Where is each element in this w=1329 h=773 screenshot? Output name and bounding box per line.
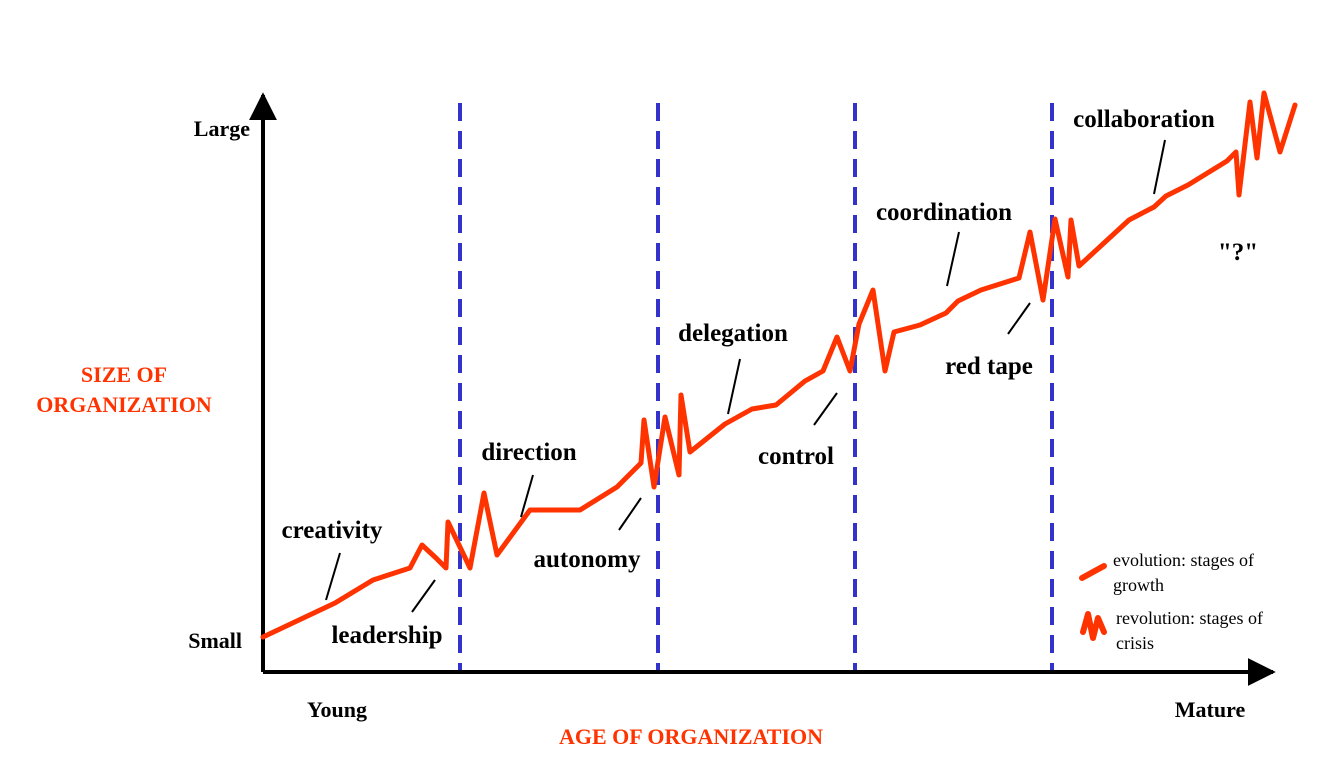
legend-evolution-line1: evolution: stages of bbox=[1113, 550, 1254, 570]
legend-revolution-swatch bbox=[1080, 611, 1107, 641]
leader-leadership bbox=[411, 579, 436, 613]
stage-autonomy: autonomy bbox=[534, 546, 641, 573]
stage-red-tape: red tape bbox=[945, 353, 1033, 380]
stage-direction: direction bbox=[481, 439, 576, 466]
legend-revolution-line2: crisis bbox=[1116, 633, 1154, 653]
leader-autonomy bbox=[618, 497, 642, 531]
legend: evolution: stages of growth revolution: … bbox=[1079, 550, 1263, 653]
leader-delegation bbox=[727, 358, 741, 415]
leader-control bbox=[813, 392, 838, 426]
legend-evolution-swatch bbox=[1079, 563, 1107, 581]
stage-leadership: leadership bbox=[331, 622, 442, 649]
growth-curve bbox=[260, 90, 1298, 640]
stage-delegation: delegation bbox=[678, 320, 788, 347]
stage-collaboration: collaboration bbox=[1073, 106, 1215, 133]
leader-direction bbox=[520, 474, 534, 518]
phase-dividers bbox=[458, 103, 1054, 672]
stage-unknown: "?" bbox=[1218, 239, 1258, 266]
leader-collaboration bbox=[1153, 139, 1166, 195]
y-axis-bottom-label: Small bbox=[188, 628, 242, 653]
y-axis-top-label: Large bbox=[194, 116, 250, 141]
x-axis-left-label: Young bbox=[307, 697, 367, 722]
legend-revolution-line1: revolution: stages of bbox=[1116, 608, 1263, 628]
stage-coordination: coordination bbox=[876, 199, 1012, 226]
y-axis-title-line1: SIZE OF bbox=[81, 362, 167, 387]
leader-creativity bbox=[325, 552, 341, 601]
x-axis-title: AGE OF ORGANIZATION bbox=[559, 724, 823, 749]
leader-red-tape bbox=[1007, 302, 1031, 335]
evolution-labels: creativity direction delegation coordina… bbox=[282, 106, 1215, 601]
legend-evolution-line2: growth bbox=[1113, 575, 1164, 595]
leader-coordination bbox=[946, 231, 960, 287]
stage-control: control bbox=[758, 443, 834, 470]
stage-creativity: creativity bbox=[282, 517, 383, 544]
revolution-labels: leadership autonomy control red tape "?" bbox=[331, 239, 1258, 649]
y-axis-title-line2: ORGANIZATION bbox=[36, 392, 212, 417]
x-axis-right-label: Mature bbox=[1175, 697, 1246, 722]
